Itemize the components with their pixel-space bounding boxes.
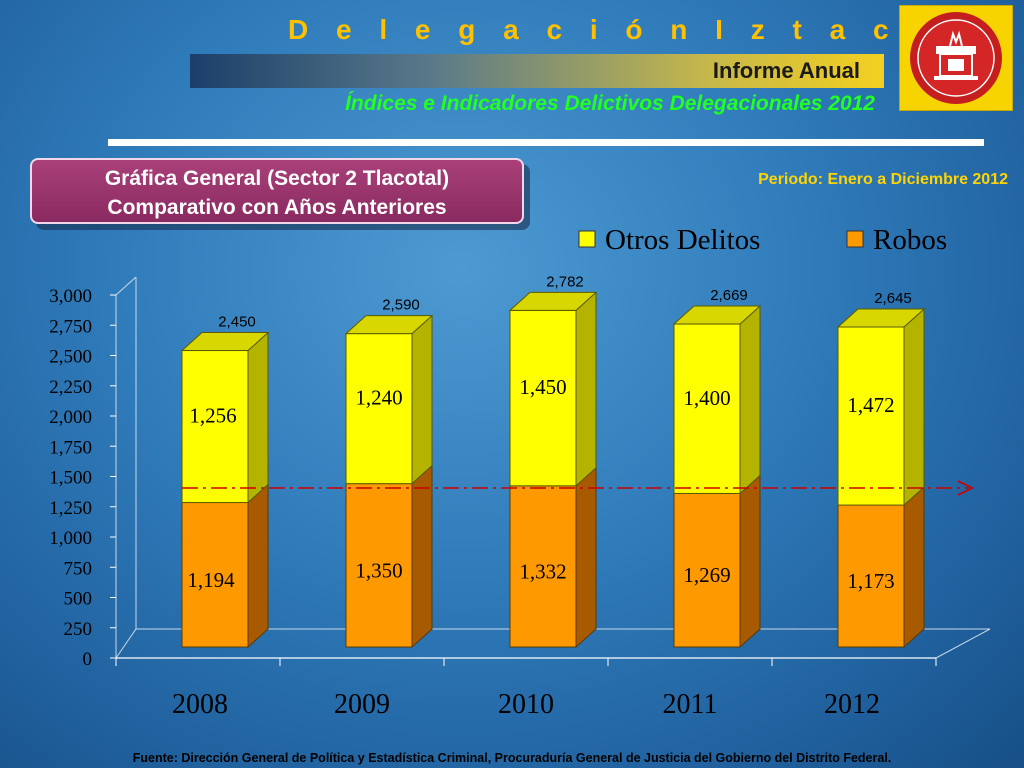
chart-title-line1: Gráfica General (Sector 2 Tlacotal): [104, 167, 450, 190]
y-tick-label: 2,000: [49, 407, 92, 428]
y-tick-label: 1,750: [49, 437, 92, 458]
data-label-otros: 1,240: [355, 386, 402, 410]
legend-label-robos: Robos: [873, 224, 947, 256]
bar-otros-top: [344, 315, 434, 335]
bar-robos-side: [411, 464, 433, 649]
bar-otros: [345, 333, 413, 485]
bar-otros-top: [180, 332, 270, 352]
bar-otros: [509, 309, 577, 487]
y-tick-label: 2,250: [49, 377, 92, 398]
chart-title-box: Gráfica General (Sector 2 Tlacotal) Comp…: [30, 158, 524, 224]
bar-otros-side: [903, 307, 925, 507]
bar-otros-side: [411, 314, 433, 485]
y-tick-label: 250: [64, 619, 93, 640]
legend-swatch-otros: [578, 230, 596, 248]
bar-otros-top: [836, 308, 926, 328]
data-label-robos: 1,332: [519, 559, 566, 583]
y-tick-label: 1,000: [49, 528, 92, 549]
y-tick-label: 3,000: [49, 286, 92, 307]
report-banner: Informe Anual: [190, 54, 884, 88]
bar-robos-side: [247, 483, 269, 649]
reference-arrowhead: [957, 480, 975, 496]
y-tick-label: 500: [64, 589, 93, 610]
data-label-robos: 1,350: [355, 558, 402, 582]
data-label-otros: 1,472: [847, 393, 894, 417]
bar-robos-side: [575, 466, 597, 649]
data-label-robos: 1,194: [187, 568, 235, 592]
logo-emblem-icon: [910, 12, 1002, 104]
data-label-total: 2,669: [710, 287, 748, 304]
bar-otros-side: [247, 331, 269, 504]
chart-title-line2: Comparativo con Años Anteriores: [107, 196, 447, 219]
y-tick-label: 750: [64, 558, 93, 579]
x-category-label: 2009: [334, 689, 390, 720]
bar-robos: [181, 502, 249, 648]
data-label-robos: 1,173: [847, 569, 894, 593]
chart-wall-left: [115, 276, 137, 658]
bar-robos-side: [739, 474, 761, 649]
y-tick-label: 1,250: [49, 498, 92, 519]
bar-otros: [673, 323, 741, 494]
bar-otros: [181, 350, 249, 504]
source-footnote: Fuente: Dirección General de Política y …: [132, 751, 892, 765]
data-label-otros: 1,450: [519, 375, 566, 399]
legend-label-otros: Otros Delitos: [605, 224, 760, 256]
bar-otros-side: [575, 291, 597, 487]
bar-robos-side: [903, 485, 925, 649]
data-label-otros: 1,256: [189, 404, 236, 428]
bar-otros-top: [672, 305, 762, 325]
y-tick-label: 0: [83, 649, 93, 670]
x-category-label: 2010: [498, 689, 554, 720]
bar-robos: [509, 485, 577, 648]
x-category-label: 2012: [824, 689, 880, 720]
y-tick-label: 2,750: [49, 316, 92, 337]
header-divider: [108, 139, 984, 146]
bar-otros-side: [739, 304, 761, 495]
x-category-label: 2011: [663, 689, 718, 720]
period-label: Periodo: Enero a Diciembre 2012: [758, 171, 1008, 188]
data-label-robos: 1,269: [683, 563, 730, 587]
bar-robos: [673, 492, 741, 648]
y-tick-label: 2,500: [49, 347, 92, 368]
bar-robos: [837, 504, 905, 648]
data-label-otros: 1,400: [683, 386, 730, 410]
data-label-total: 2,450: [218, 314, 256, 331]
data-label-total: 2,645: [874, 290, 912, 307]
x-category-label: 2008: [172, 689, 228, 720]
legend-swatch-robos: [846, 230, 864, 248]
banner-label: Informe Anual: [712, 58, 860, 83]
bar-otros-top: [508, 291, 598, 311]
y-tick-label: 1,500: [49, 468, 92, 489]
data-label-total: 2,782: [546, 273, 584, 290]
data-label-total: 2,590: [382, 297, 420, 314]
page-subtitle: Índices e Indicadores Delictivos Delegac…: [345, 92, 875, 115]
delegation-logo: [899, 5, 1013, 111]
